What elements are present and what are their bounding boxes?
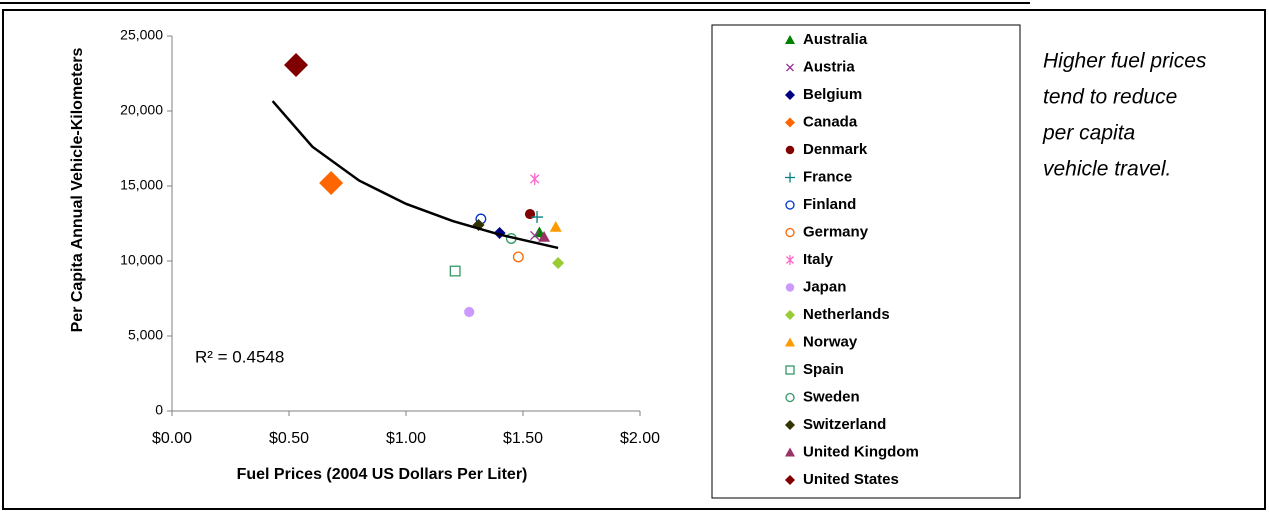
- y-tick-label: 5,000: [128, 327, 163, 343]
- point: [538, 231, 551, 242]
- legend-label: Japan: [803, 278, 846, 295]
- legend-label: Norway: [803, 333, 858, 350]
- x-tick-label: $0.50: [269, 430, 309, 447]
- point: [552, 256, 565, 269]
- annotation-line: tend to reduce: [1043, 86, 1177, 109]
- legend-label: Canada: [803, 113, 858, 130]
- x-tick-label: $1.00: [386, 430, 426, 447]
- point: [549, 220, 562, 232]
- point: [531, 211, 544, 224]
- point: [530, 230, 540, 241]
- legend-marker: [785, 475, 795, 485]
- legend-marker: [786, 63, 794, 72]
- point: [449, 265, 461, 277]
- legend-label: Germany: [803, 223, 869, 240]
- legend-marker: [785, 145, 795, 155]
- x-tick-label: $0.00: [152, 430, 192, 447]
- legend-marker: [785, 337, 795, 347]
- legend-marker: [785, 90, 795, 100]
- x-tick-label: $1.50: [503, 430, 543, 447]
- y-axis-title: Per Capita Annual Vehicle-Kilometers: [69, 47, 86, 332]
- legend-label: Denmark: [803, 141, 868, 158]
- y-tick-label: 0: [155, 402, 163, 418]
- point: [530, 172, 540, 185]
- legend-marker: [786, 255, 794, 265]
- trendline: [271, 100, 559, 250]
- x-tick-label: $2.00: [620, 430, 660, 447]
- legend-label: Italy: [803, 251, 834, 268]
- frame: [2, 9, 1266, 510]
- legend-label: Finland: [803, 196, 856, 213]
- legend-marker: [785, 172, 795, 183]
- legend-marker: [785, 227, 795, 238]
- legend-label: Switzerland: [803, 416, 886, 433]
- point: [319, 171, 344, 195]
- legend-marker: [785, 200, 795, 210]
- legend-marker: [785, 392, 795, 403]
- y-tick-label: 25,000: [120, 27, 163, 43]
- legend-marker: [785, 447, 795, 457]
- legend-label: Belgium: [803, 86, 862, 103]
- annotation-line: Higher fuel prices: [1043, 50, 1207, 73]
- legend-label: Sweden: [803, 388, 860, 405]
- legend-label: Austria: [803, 58, 855, 75]
- legend-box: [711, 24, 1021, 499]
- legend-marker: [785, 420, 795, 430]
- y-tick-label: 20,000: [120, 102, 163, 118]
- legend-marker: [785, 283, 795, 292]
- legend-label: France: [803, 168, 852, 185]
- legend-marker: [785, 35, 795, 44]
- legend-marker: [785, 365, 795, 375]
- point: [284, 52, 309, 77]
- point: [512, 251, 524, 263]
- annotation-line: vehicle travel.: [1043, 158, 1171, 181]
- y-tick-label: 10,000: [120, 252, 163, 268]
- legend-marker: [785, 310, 795, 320]
- legend-label: United Kingdom: [803, 443, 919, 460]
- legend-marker: [785, 117, 795, 128]
- point: [464, 306, 475, 318]
- legend-label: Netherlands: [803, 306, 890, 323]
- legend-label: Spain: [803, 361, 844, 378]
- r-squared: R² = 0.4548: [195, 347, 284, 366]
- legend-label: Australia: [803, 31, 868, 48]
- annotation-line: per capita: [1042, 122, 1135, 145]
- x-axis-title: Fuel Prices (2004 US Dollars Per Liter): [237, 466, 528, 483]
- legend-label: United States: [803, 471, 899, 488]
- y-tick-label: 15,000: [120, 177, 163, 193]
